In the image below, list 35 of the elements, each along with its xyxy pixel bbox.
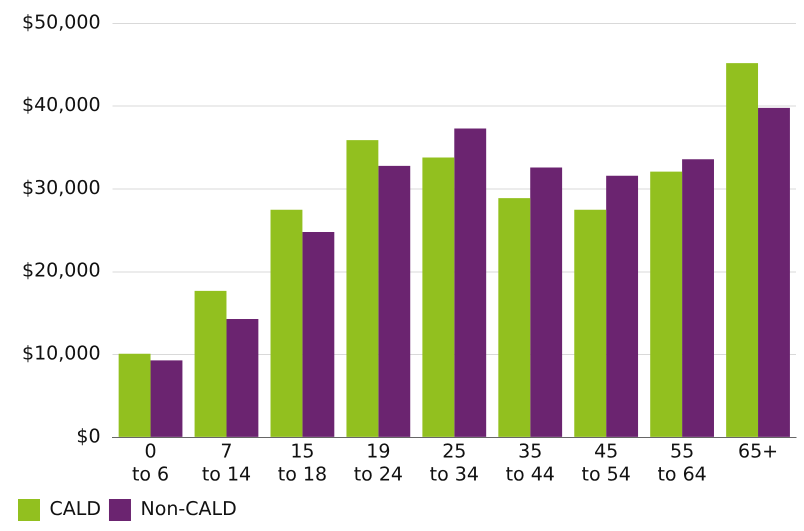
bar (758, 108, 790, 437)
bar (226, 318, 258, 437)
x-tick-label: 35 to 44 (506, 440, 555, 486)
bar (194, 290, 226, 437)
x-tick-label: 19 to 24 (354, 440, 403, 486)
bar (118, 354, 151, 437)
x-tick-label: 0 to 6 (132, 440, 170, 486)
legend-label: CALD (50, 498, 101, 520)
y-tick-label: $0 (76, 425, 101, 448)
bar (530, 167, 562, 437)
bar (346, 140, 378, 437)
y-tick-label: $10,000 (22, 342, 101, 365)
bar (454, 128, 486, 437)
bar (378, 166, 410, 437)
bar (150, 360, 182, 437)
bar (574, 210, 606, 437)
legend-label: Non-CALD (140, 498, 237, 520)
x-tick-label: 65+ (738, 440, 778, 463)
y-tick-label: $30,000 (22, 176, 101, 199)
bar (498, 198, 530, 437)
bar (650, 172, 682, 437)
bar (302, 232, 334, 437)
bar (682, 159, 714, 437)
y-tick-label: $20,000 (22, 260, 101, 282)
x-tick-label: 55 to 64 (657, 440, 707, 486)
bar (422, 158, 454, 437)
x-tick-label: 15 to 18 (278, 440, 328, 486)
bar (606, 176, 638, 437)
bar (270, 210, 302, 437)
y-tick-label: $50,000 (22, 11, 101, 34)
y-tick-label: $40,000 (22, 94, 101, 116)
x-tick-label: 7 to 14 (202, 440, 252, 486)
bar (726, 63, 758, 437)
x-tick-label: 45 to 54 (582, 440, 631, 486)
x-tick-label: 25 to 34 (430, 440, 479, 486)
